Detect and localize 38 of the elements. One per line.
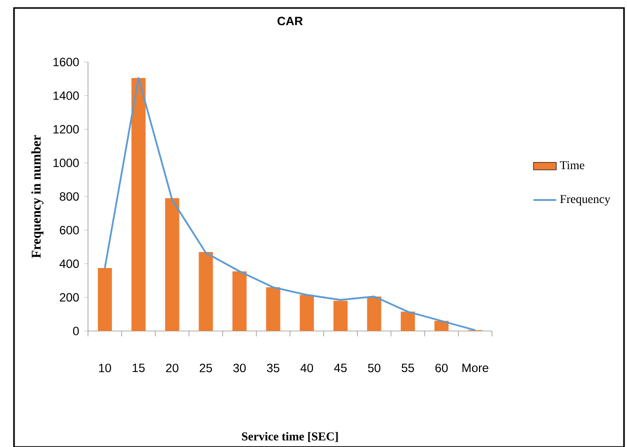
y-tick-label: 1200 <box>54 124 79 134</box>
line-series <box>104 77 476 331</box>
x-axis-title: Service time [SEC] <box>242 432 338 442</box>
bar <box>198 252 213 331</box>
bar <box>98 268 112 331</box>
bar <box>333 300 348 331</box>
x-tick-label: 35 <box>266 364 280 372</box>
x-tick-label: 15 <box>132 364 145 372</box>
bar <box>300 294 314 331</box>
x-tick-label: 45 <box>334 364 347 372</box>
y-tick-label: 600 <box>60 226 79 234</box>
bar <box>232 271 247 331</box>
bar <box>400 312 415 331</box>
x-tick-label: 20 <box>166 364 178 372</box>
y-axis-title: Frequency in number <box>31 135 44 258</box>
y-tick-label: 400 <box>60 259 79 268</box>
legend-label: Time <box>560 161 584 170</box>
x-tick-label: 50 <box>368 364 380 372</box>
x-tick-label: 25 <box>200 364 212 372</box>
bar <box>266 287 280 331</box>
bar <box>131 78 146 331</box>
y-tick-label: 800 <box>60 192 79 201</box>
x-tick-label: 55 <box>402 364 414 372</box>
y-tick-label: 1400 <box>54 91 79 100</box>
chart-title: CAR <box>278 16 303 26</box>
bar <box>434 320 449 331</box>
x-tick-label: 40 <box>300 364 314 372</box>
x-tick-label: 10 <box>99 364 112 372</box>
bar <box>367 296 382 331</box>
x-tick-label: 60 <box>435 364 448 372</box>
legend-label: Frequency <box>560 195 610 206</box>
x-tick-label: 30 <box>233 364 246 372</box>
bar <box>165 198 180 331</box>
y-tick-label: 200 <box>60 293 79 302</box>
y-tick-label: 0 <box>73 326 79 336</box>
x-tick-label: More <box>462 364 488 372</box>
y-tick-label: 1000 <box>54 158 79 168</box>
y-tick-label: 1600 <box>54 58 79 66</box>
